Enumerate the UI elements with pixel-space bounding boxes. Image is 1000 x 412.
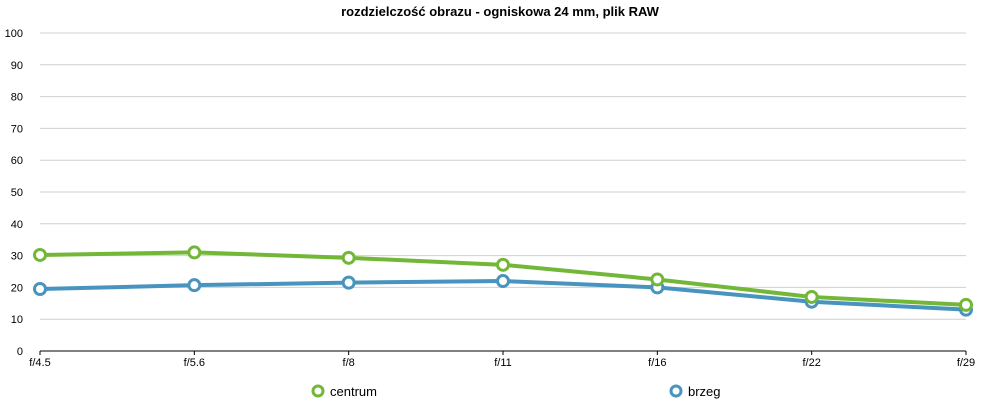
x-tick-label: f/22	[802, 357, 820, 369]
data-point-centrum	[650, 272, 665, 287]
data-point-brzeg	[496, 274, 510, 289]
x-tick-label: f/8	[343, 357, 355, 369]
y-tick-label: 50	[11, 187, 23, 199]
y-tick-label: 90	[11, 60, 23, 72]
legend-label: centrum	[330, 384, 377, 399]
y-tick-label: 100	[5, 28, 23, 40]
series-layer	[33, 245, 973, 317]
y-tick-label: 0	[17, 346, 23, 358]
x-tick-label: f/16	[648, 357, 666, 369]
data-point-brzeg	[341, 275, 356, 290]
axis-layer: 0 10 20 30 40 50 60 70 80 90 100 f/4.5 f/5.6 f/8 f/11 f…	[5, 28, 976, 369]
data-point-centrum	[496, 257, 510, 272]
y-tick-label: 40	[11, 219, 23, 231]
data-point-brzeg	[187, 278, 202, 293]
x-tick-label: f/5.6	[184, 357, 205, 369]
legend: centrum brzeg	[311, 384, 721, 399]
chart-title: rozdzielczość obrazu - ogniskowa 24 mm, …	[341, 4, 660, 19]
x-tick-label: f/29	[957, 357, 975, 369]
y-tick-label: 10	[11, 314, 23, 326]
data-point-centrum	[341, 250, 356, 265]
legend-marker	[669, 384, 683, 398]
legend-label: brzeg	[688, 384, 721, 399]
legend-item-brzeg: brzeg	[669, 384, 721, 399]
y-tick-label: 30	[11, 251, 23, 263]
x-tick-label: f/11	[494, 357, 512, 369]
data-point-centrum	[804, 289, 819, 304]
legend-marker	[311, 384, 325, 398]
data-point-centrum	[187, 245, 202, 260]
x-tick-label: f/4.5	[29, 357, 50, 369]
data-point-centrum	[33, 247, 47, 262]
y-tick-label: 80	[11, 92, 23, 104]
legend-item-centrum: centrum	[311, 384, 377, 399]
data-point-centrum	[959, 297, 973, 312]
y-tick-label: 60	[11, 155, 23, 167]
y-tick-label: 20	[11, 282, 23, 294]
data-point-brzeg	[33, 281, 47, 296]
y-tick-label: 70	[11, 123, 23, 135]
